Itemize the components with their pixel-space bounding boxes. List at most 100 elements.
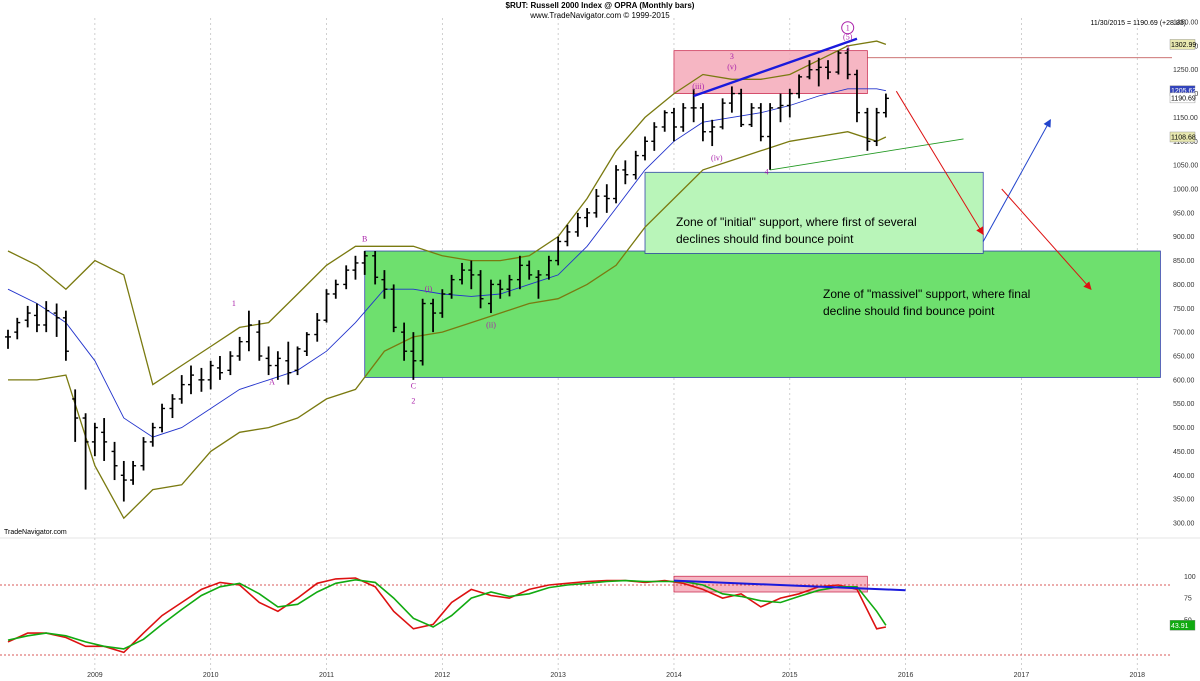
price-bar bbox=[227, 351, 234, 376]
price-bar bbox=[593, 189, 600, 218]
oscillator-value-tag: 43.91 bbox=[1169, 620, 1196, 631]
red-arrow-1 bbox=[895, 90, 984, 236]
stoch-d-line bbox=[7, 578, 887, 650]
x-tick-label: 2014 bbox=[666, 672, 682, 679]
price-bar bbox=[159, 403, 166, 433]
lower-band-tag-box bbox=[1169, 131, 1196, 143]
price-bar bbox=[835, 50, 842, 75]
price-bar bbox=[719, 98, 726, 130]
price-bar bbox=[796, 74, 803, 99]
price-bars-layer bbox=[5, 48, 889, 502]
price-bar bbox=[873, 107, 880, 147]
price-bar bbox=[613, 165, 620, 204]
price-bar bbox=[381, 270, 388, 299]
labels-layer: 1 A B C 2 (i) (ii) (iii) 3 (v) (iv) 4 (5) 3 1 bbox=[232, 21, 855, 406]
y-tick-label: 950.00 bbox=[1173, 210, 1195, 217]
watermark: TradeNavigator.com bbox=[4, 529, 67, 536]
price-bar bbox=[169, 394, 176, 419]
price-bar bbox=[864, 107, 871, 151]
price-bar bbox=[680, 103, 687, 132]
price-bar bbox=[439, 289, 446, 318]
wave-label: (5) bbox=[843, 33, 853, 42]
x-tick-label: 2012 bbox=[435, 672, 451, 679]
upper-band-tag: 1302.99 bbox=[1169, 39, 1196, 50]
price-bar bbox=[651, 122, 658, 151]
oscillator-value-tag-box bbox=[1169, 620, 1196, 631]
price-bar bbox=[352, 255, 359, 280]
price-bar bbox=[101, 418, 108, 461]
lower-band-tag-text: 1108.68 bbox=[1171, 134, 1196, 141]
price-bar bbox=[14, 317, 21, 340]
price-bar bbox=[767, 103, 774, 170]
upper-band-tag-box bbox=[1169, 39, 1196, 50]
upper-band-tag-text: 1302.99 bbox=[1171, 42, 1196, 49]
price-bar bbox=[806, 60, 813, 80]
price-bar bbox=[699, 103, 706, 142]
last-price-tag-text: 1190.69 bbox=[1171, 95, 1196, 102]
x-tick-label: 2009 bbox=[87, 672, 103, 679]
chart-subtitle: www.TradeNavigator.com © 1999-2015 bbox=[530, 11, 670, 20]
price-bar bbox=[825, 60, 832, 80]
y-tick-label: 750.00 bbox=[1173, 306, 1195, 313]
price-bar bbox=[390, 284, 397, 333]
massive-zone-note-line2: decline should find bounce point bbox=[823, 304, 995, 318]
price-bar bbox=[661, 110, 668, 132]
price-bar bbox=[468, 260, 475, 290]
massive-support-zone bbox=[364, 250, 1161, 378]
price-bar bbox=[622, 160, 629, 185]
price-bar bbox=[53, 303, 60, 337]
price-bar bbox=[236, 336, 243, 361]
initial-zone-note-line1: Zone of "initial" support, where first o… bbox=[676, 215, 917, 229]
price-bar bbox=[419, 298, 426, 366]
price-bar bbox=[33, 303, 40, 333]
price-bar bbox=[632, 150, 639, 180]
price-bar bbox=[777, 93, 784, 123]
last-bar-readout: 11/30/2015 = 1190.69 (+28.83) bbox=[1090, 20, 1187, 27]
massive-zone-note-line1: Zone of "massivel" support, where final bbox=[823, 287, 1030, 301]
y-tick-label: 1250.00 bbox=[1173, 67, 1198, 74]
last-price-tag-box bbox=[1169, 92, 1196, 104]
wave-label: 3 bbox=[846, 44, 850, 53]
price-bar bbox=[882, 93, 889, 118]
price-bar bbox=[642, 136, 649, 161]
ma-value-tag-text: 1205.62 bbox=[1171, 88, 1196, 95]
price-bar bbox=[555, 236, 562, 266]
price-bar bbox=[111, 441, 118, 481]
wave-label: C bbox=[411, 381, 416, 390]
y-tick-label: 650.00 bbox=[1173, 354, 1195, 361]
price-bar bbox=[853, 69, 860, 123]
wave-label: (i) bbox=[425, 285, 433, 294]
price-bar bbox=[709, 119, 716, 147]
lower-band-tag: 1108.68 bbox=[1169, 131, 1196, 143]
price-bar bbox=[844, 48, 851, 80]
y-tick-label: 550.00 bbox=[1173, 401, 1195, 408]
price-bar bbox=[303, 332, 310, 356]
price-bar bbox=[487, 279, 494, 314]
price-bar bbox=[516, 255, 523, 290]
y-tick-label: 700.00 bbox=[1173, 330, 1195, 337]
wave-label: 2 bbox=[411, 397, 415, 406]
price-bar bbox=[728, 86, 735, 113]
price-bar bbox=[140, 437, 147, 471]
x-tick-label: 2015 bbox=[782, 672, 798, 679]
price-bar bbox=[372, 251, 379, 285]
wave-label: (ii) bbox=[486, 320, 496, 329]
price-bar bbox=[757, 103, 764, 142]
oscillator-tick-label: 75 bbox=[1184, 596, 1192, 603]
price-bar bbox=[526, 260, 533, 280]
chart-title: $RUT: Russell 2000 Index @ OPRA (Monthly… bbox=[505, 1, 695, 10]
y-tick-label: 350.00 bbox=[1173, 497, 1195, 504]
x-tick-label: 2017 bbox=[1014, 672, 1030, 679]
y-tick-label: 850.00 bbox=[1173, 258, 1195, 265]
initial-zone-note-line2: declines should find bounce point bbox=[676, 232, 854, 246]
price-bar bbox=[178, 375, 185, 404]
price-bar bbox=[274, 351, 281, 380]
price-bar bbox=[506, 274, 513, 297]
price-bar bbox=[497, 279, 504, 299]
wave-label: 1 bbox=[232, 299, 236, 308]
y-tick-label: 600.00 bbox=[1173, 377, 1195, 384]
upper-trend-line bbox=[693, 37, 858, 98]
price-bar bbox=[198, 367, 205, 392]
x-tick-label: 2010 bbox=[203, 672, 219, 679]
